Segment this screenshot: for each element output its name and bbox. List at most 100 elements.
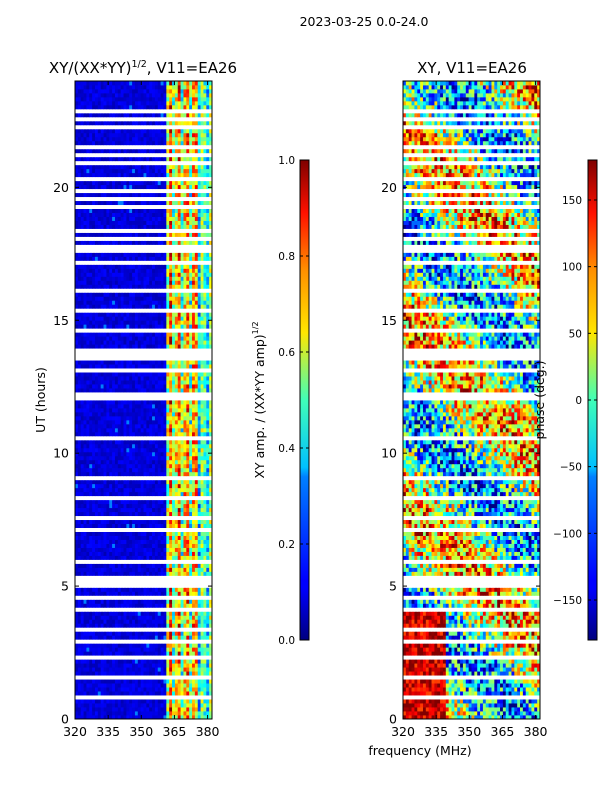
heatmap-cell — [186, 531, 190, 536]
heatmap-cell — [172, 388, 176, 393]
heatmap-cell — [103, 703, 107, 708]
heatmap-cell — [94, 663, 99, 668]
heatmap-cell — [103, 451, 107, 457]
heatmap-cell — [134, 635, 139, 640]
heatmap-cell — [203, 443, 207, 449]
heatmap-cell — [163, 400, 167, 405]
heatmap-cell — [206, 607, 210, 612]
heatmap-cell — [146, 328, 150, 333]
heatmap-cell — [194, 667, 199, 672]
heatmap-cell — [77, 427, 82, 433]
heatmap-cell — [154, 340, 159, 345]
heatmap-cell — [97, 583, 102, 588]
heatmap-cell — [109, 332, 113, 337]
heatmap-cell — [209, 447, 213, 453]
heatmap-cell — [129, 587, 133, 592]
heatmap-cell — [97, 328, 102, 333]
heatmap-cell — [100, 659, 104, 664]
heatmap-cell — [137, 435, 142, 441]
heatmap-cell — [117, 356, 122, 361]
heatmap-cell — [114, 711, 119, 716]
heatmap-cell — [132, 403, 136, 409]
heatmap-cell — [146, 392, 150, 397]
heatmap-cell — [180, 384, 184, 389]
heatmap-cell — [180, 683, 184, 688]
heatmap-cell — [203, 495, 207, 501]
heatmap-cell — [103, 539, 107, 544]
heatmap-cell — [77, 471, 82, 477]
heatmap-cell — [169, 316, 173, 321]
heatmap-cell — [180, 400, 184, 405]
heatmap-cell — [92, 471, 96, 477]
heatmap-cell — [77, 332, 82, 337]
heatmap-cell — [126, 427, 130, 433]
heatmap-cell — [112, 531, 116, 536]
heatmap-cell — [100, 671, 104, 676]
heatmap-cell — [200, 683, 204, 688]
heatmap-cell — [172, 396, 176, 401]
heatmap-cell — [134, 619, 139, 624]
heatmap-cell — [143, 443, 147, 449]
heatmap-cell — [174, 703, 179, 708]
heatmap-cell — [100, 447, 104, 453]
heatmap-cell — [77, 539, 82, 544]
heatmap-cell — [203, 631, 207, 636]
heatmap-cell — [137, 539, 142, 544]
heatmap-cell — [166, 667, 170, 672]
heatmap-cell — [183, 691, 187, 696]
heatmap-cell — [77, 467, 82, 473]
heatmap-cell — [206, 388, 210, 393]
heatmap-cell — [172, 527, 176, 532]
heatmap-cell — [169, 515, 173, 521]
heatmap-cell — [192, 711, 196, 716]
heatmap-cell — [114, 372, 119, 377]
heatmap-cell — [152, 643, 156, 648]
heatmap-cell — [129, 455, 133, 461]
heatmap-cell — [160, 679, 164, 684]
heatmap-cell — [154, 543, 159, 548]
heatmap-cell — [143, 324, 147, 329]
heatmap-cell — [183, 392, 187, 397]
heatmap-cell — [174, 328, 179, 333]
heatmap-cell — [194, 547, 199, 552]
heatmap-cell — [134, 332, 139, 337]
heatmap-cell — [180, 659, 184, 664]
heatmap-cell — [203, 539, 207, 544]
heatmap-cell — [203, 535, 207, 540]
heatmap-cell — [154, 603, 159, 608]
heatmap-cell — [152, 611, 156, 616]
heatmap-cell — [186, 507, 190, 513]
heatmap-cell — [197, 400, 201, 405]
heatmap-cell — [180, 635, 184, 640]
heatmap-cell — [154, 551, 159, 556]
heatmap-cell — [86, 475, 90, 481]
heatmap-cell — [163, 543, 167, 548]
heatmap-cell — [146, 547, 150, 552]
heatmap-cell — [166, 555, 170, 560]
heatmap-cell — [134, 703, 139, 708]
heatmap-cell — [97, 667, 102, 672]
heatmap-cell — [100, 559, 104, 564]
heatmap-cell — [129, 699, 133, 704]
heatmap-cell — [117, 687, 122, 692]
heatmap-cell — [106, 583, 110, 588]
heatmap-cell — [100, 563, 104, 568]
heatmap-cell — [209, 611, 213, 616]
heatmap-cell — [106, 455, 110, 461]
heatmap-cell — [89, 531, 93, 536]
heatmap-cell — [129, 627, 133, 632]
heatmap-cell — [97, 711, 102, 716]
heatmap-cell — [183, 427, 187, 433]
heatmap-cell — [112, 332, 116, 337]
heatmap-cell — [146, 312, 150, 317]
amplitude-title-sup: 1/2 — [132, 59, 147, 70]
heatmap-cell — [114, 579, 119, 584]
heatmap-cell — [166, 443, 170, 449]
heatmap-cell — [157, 308, 162, 313]
heatmap-cell — [117, 659, 122, 664]
heatmap-cell — [83, 571, 87, 576]
heatmap-cell — [103, 711, 107, 716]
heatmap-cell — [146, 503, 150, 509]
heatmap-cell — [200, 419, 204, 425]
heatmap-cell — [192, 575, 196, 580]
